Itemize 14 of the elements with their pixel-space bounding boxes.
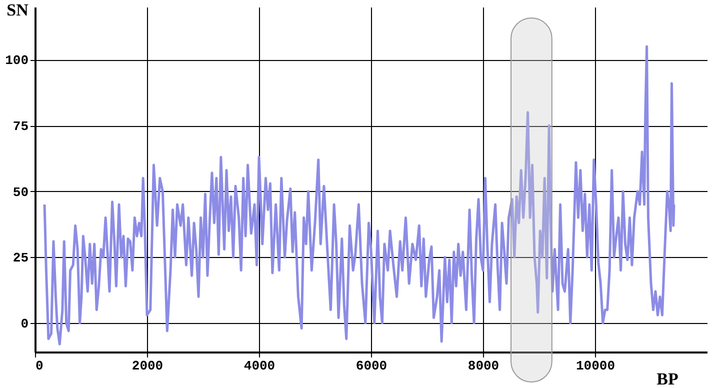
x-axis-title: BP — [656, 370, 678, 388]
x-tick-label: 8000 — [468, 358, 500, 374]
y-tick-label: 50 — [12, 184, 29, 200]
line-series — [43, 45, 676, 346]
x-tick-label: 2000 — [132, 358, 164, 374]
y-tick-label: 0 — [20, 316, 29, 332]
x-tick-label: 6000 — [356, 358, 388, 374]
y-tick-label: 75 — [12, 119, 29, 134]
y-tick-label: 100 — [5, 53, 29, 68]
x-tick-label: 10000 — [576, 358, 616, 374]
y-axis-title: SN — [6, 0, 30, 20]
y-tick-label: 25 — [12, 250, 29, 266]
x-tick-label: 4000 — [244, 358, 276, 374]
x-tick-label: 0 — [36, 358, 44, 374]
